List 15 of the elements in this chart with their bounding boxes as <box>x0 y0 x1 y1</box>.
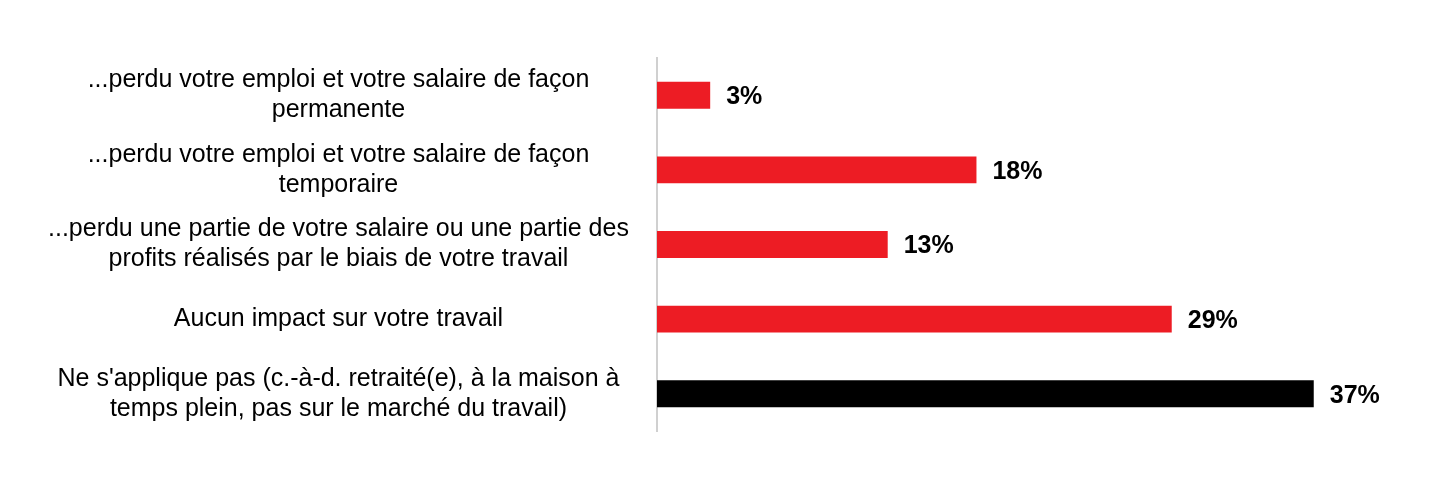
y-tick-label: ...perdu votre emploi et votre salaire de façon temporaire <box>87 138 590 197</box>
data-label: 37% <box>1329 379 1380 408</box>
data-label: 3% <box>726 81 763 110</box>
bar <box>656 231 888 258</box>
data-label: 13% <box>903 230 954 259</box>
y-tick-label: Aucun impact sur votre travail <box>173 302 504 331</box>
bar <box>656 156 977 184</box>
bar <box>656 81 711 109</box>
y-tick-label: Ne s'applique pas (c.-à-d. retraité(e), à la maison à temps plein, pas sur le marché du travail) <box>57 362 620 421</box>
bar <box>656 305 1172 333</box>
y-tick-label: ...perdu une partie de votre salaire ou une partie des profits réalisés par le biais de votre travail <box>48 213 629 272</box>
data-label: 29% <box>1187 304 1238 333</box>
y-tick-label: ...perdu votre emploi et votre salaire de façon permanente <box>87 64 590 123</box>
data-label: 18% <box>992 155 1043 184</box>
bar <box>656 380 1314 408</box>
